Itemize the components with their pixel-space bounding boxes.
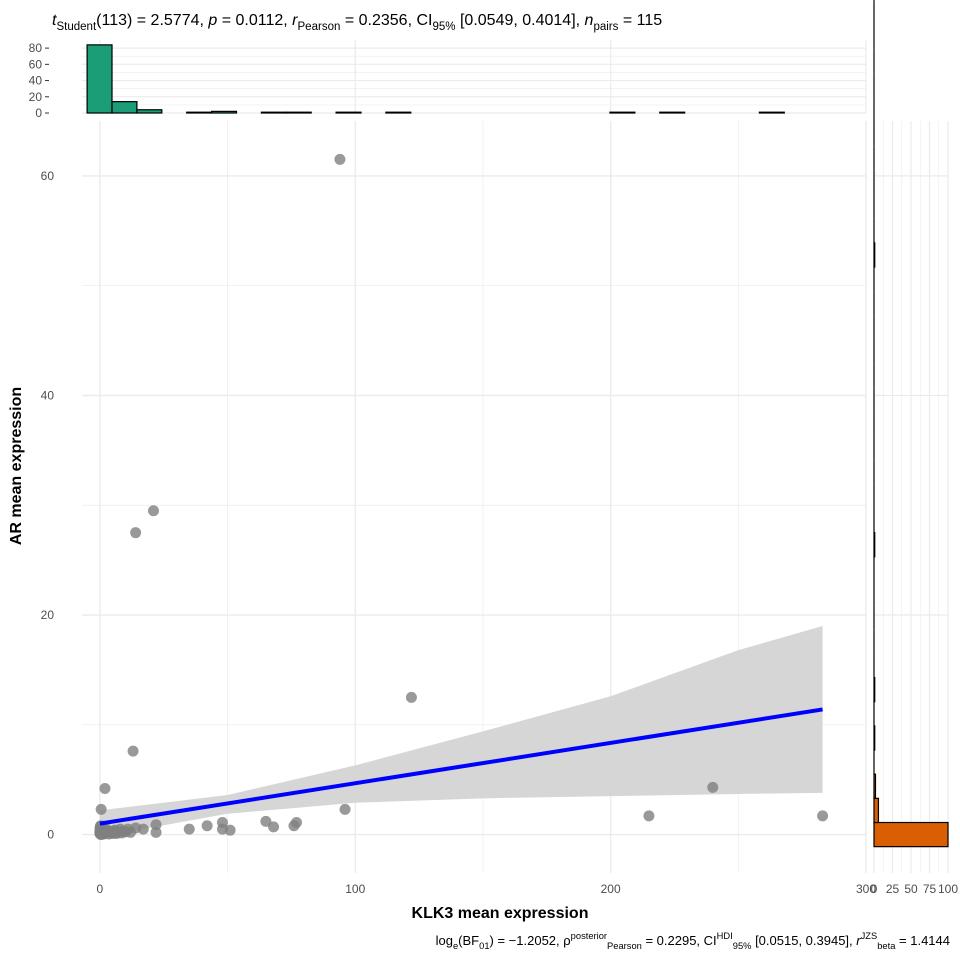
subtitle-text-segment: pairs [593,21,618,33]
subtitle-text-segment: Pearson [298,21,341,33]
subtitle-text-segment: n [585,12,594,29]
caption-text-segment: log [436,933,453,948]
x-tick-label: 0 [97,882,104,896]
y-tick-label: 0 [47,828,54,842]
data-point [150,826,162,838]
data-point [201,820,213,832]
top-hist-tick-label: 20 [29,90,43,104]
data-point [95,824,107,836]
data-point [339,803,351,815]
subtitle-text-segment: 95% [432,21,455,33]
top-hist-bar [335,111,362,114]
caption-text-segment: beta [877,941,896,951]
right-hist-tick-label: 25 [886,882,900,896]
caption-text-segment: [0.0515, 0.3945], [751,933,856,948]
y-tick-label: 60 [41,169,55,183]
data-point [150,819,162,831]
statistics-subtitle: tStudent(113) = 2.5774, p = 0.0112, rPea… [52,12,662,33]
subtitle-text-segment: = 115 [618,12,662,29]
caption-text: loge(BF01) = −1.2052, ρposteriorPearson … [436,931,950,951]
caption-text-segment: (BF [458,933,479,948]
subtitle-text-segment: = 0.0112, [217,12,292,29]
top-hist-tick-label: 0 [35,106,42,120]
subtitle-text-segment: (113) = 2.5774, [96,12,208,29]
right-hist-tick-label: 100 [938,882,958,896]
data-point [130,527,142,539]
x-tick-label: 200 [601,882,621,896]
subtitle-text: tStudent(113) = 2.5774, p = 0.0112, rPea… [52,12,662,33]
top-hist-tick-label: 80 [29,41,43,55]
bayesian-caption: loge(BF01) = −1.2052, ρposteriorPearson … [436,931,950,951]
top-hist-bar [758,111,785,114]
top-hist-bar [260,111,287,114]
top-hist-bar [285,111,312,114]
right-hist-tick-label: 50 [904,882,918,896]
subtitle-text-segment: p [207,12,217,29]
y-tick-label: 40 [41,388,55,402]
y-axis-title: AR mean expression [8,387,25,545]
caption-text-segment: 01 [479,941,489,951]
x-axis-title: KLK3 mean expression [412,905,589,922]
caption-text-segment: ρ [563,933,570,948]
caption-text-segment: ) = −1.2052, [490,933,564,948]
x-tick-label: 100 [345,882,365,896]
confidence-band [99,625,823,837]
caption-text-segment: posterior [571,931,607,941]
top-hist-bar [385,111,412,114]
top-hist-bar [211,110,238,114]
subtitle-text-segment: = 0.2356, CI [340,12,432,29]
data-point [817,810,829,822]
right-hist-bar [873,676,876,703]
top-marginal-histogram: 0 20 40 60 80 [29,40,867,120]
top-hist-bar [186,111,213,114]
y-tick-label: 20 [41,608,55,622]
right-marginal-histogram: 0 25 50 75 100 [871,0,958,896]
caption-text-segment: e [453,941,458,951]
data-point [707,781,719,793]
right-hist-bar [873,532,876,558]
top-hist-bar [111,101,138,114]
right-hist-bar [873,797,880,824]
data-point [260,815,272,827]
subtitle-text-segment: [0.0549, 0.4014], [456,12,585,29]
data-point [643,810,655,822]
right-hist-tick-label: 75 [923,882,937,896]
caption-text-segment: JZS [861,931,878,941]
regression-line [99,707,823,826]
caption-text-segment: HDI [717,931,733,941]
data-point [288,820,300,832]
right-hist-bar [873,725,876,751]
subtitle-text-segment: Student [56,21,96,33]
data-point [119,826,131,838]
top-hist-tick-label: 40 [29,74,43,88]
top-hist-bar [136,109,163,114]
caption-text-segment: Pearson [607,941,642,951]
top-hist-bar [659,111,686,114]
data-point [99,782,111,794]
subtitle-text-segment: r [292,12,298,29]
top-hist-bar [609,111,636,114]
data-point [334,153,346,165]
caption-text-segment: = 0.2295, CI [642,933,717,948]
right-hist-bar [873,773,877,799]
caption-text-segment: = 1.4144 [895,933,950,948]
top-hist-tick-label: 60 [29,57,43,71]
caption-text-segment: r [856,933,861,948]
data-point [95,803,107,815]
data-point [127,745,139,757]
subtitle-text-segment: t [52,12,57,29]
data-point [268,821,280,833]
data-point [148,505,160,517]
right-hist-bar [873,821,949,848]
data-point [405,691,417,703]
x-tick-label: 300 [856,882,876,896]
right-hist-bar [873,242,876,268]
data-point [224,824,236,836]
right-hist-tick-label: 0 [871,882,878,896]
top-hist-bar [86,44,113,114]
data-point [183,823,195,835]
caption-text-segment: 95% [733,941,752,951]
